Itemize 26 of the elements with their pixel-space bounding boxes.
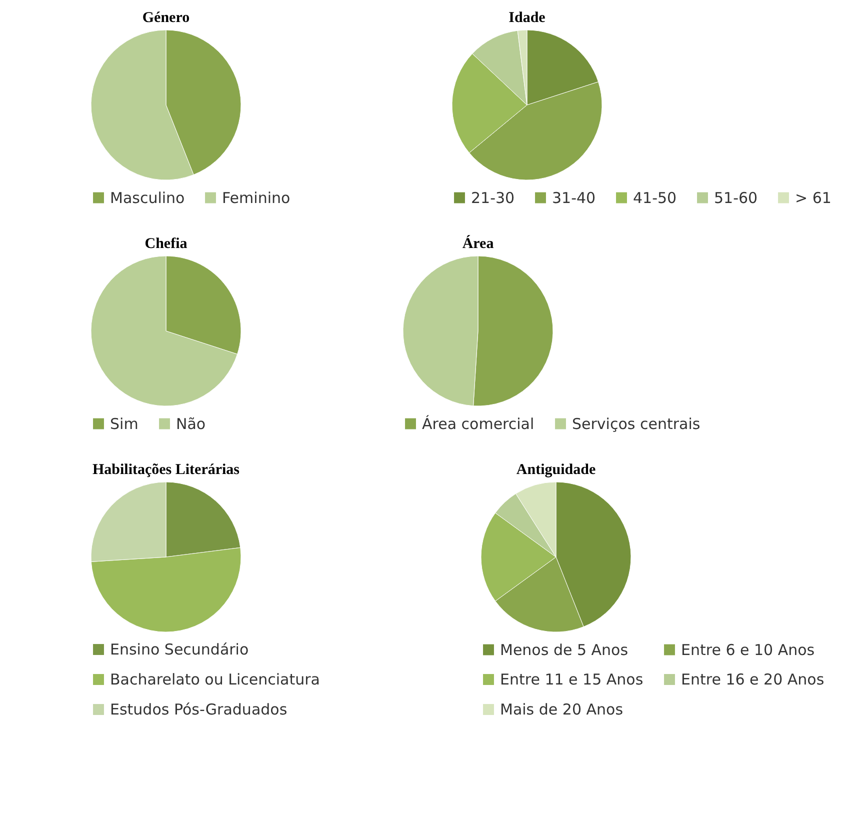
legend-label: 41-50 [633,188,677,207]
chart-title: Género [142,10,190,26]
chart-title: Chefia [144,236,188,252]
legend-label: 21-30 [471,188,515,207]
legend-label: Bacharelato ou Licenciatura [110,670,320,688]
legend-label: Serviços centrais [572,414,700,433]
legend-label: Área comercial [422,414,534,433]
legend-label: 31-40 [552,188,596,207]
legend-label: Sim [110,414,138,433]
legend-label: Mais de 20 Anos [500,700,624,718]
legend-label: Menos de 5 Anos [500,640,628,659]
legend-label: > 61 [795,188,832,207]
pie-slice [90,256,238,406]
legend-label: Masculino [110,188,185,207]
legend-label: 51-60 [714,188,758,207]
chart-title: Idade [508,10,546,26]
legend-label: Entre 16 e 20 Anos [681,670,824,688]
chart-title: Área [462,235,494,252]
legend-label: Entre 6 e 10 Anos [681,640,815,659]
chart-title: Habilitações Literárias [92,462,240,478]
legend-label: Entre 11 e 15 Anos [500,670,644,688]
chart-title: Antiguidade [516,462,596,478]
legend-label: Feminino [222,188,290,207]
legend-label: Estudos Pós-Graduados [110,700,288,718]
legend-label: Ensino Secundário [110,640,249,658]
legend-label: Não [176,414,206,433]
